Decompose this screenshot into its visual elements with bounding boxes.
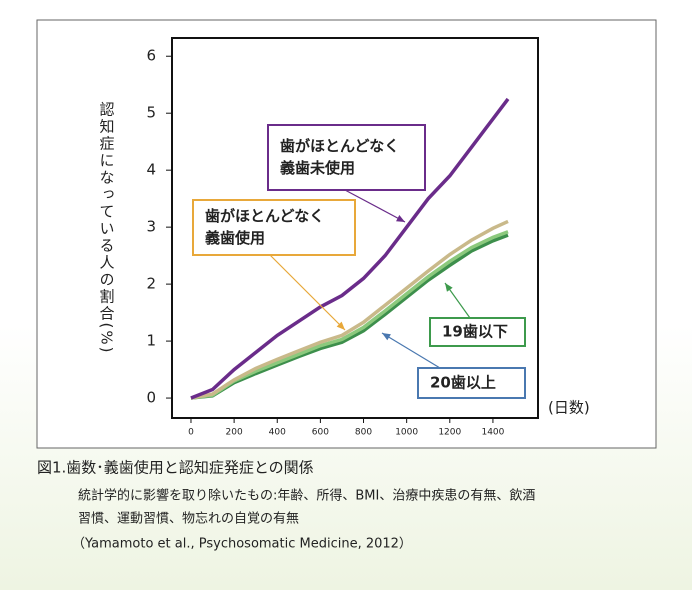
legend-label: 19歯以下 — [442, 323, 508, 341]
x-tick-label: 1000 — [395, 428, 418, 438]
x-tick-label: 1200 — [438, 428, 461, 438]
caption-line: （Yamamoto et al., Psychosomatic Medicine… — [72, 537, 412, 552]
y-axis-label: 認知症になっている人の割合(%) — [98, 102, 116, 355]
plot-frame — [171, 37, 539, 419]
y-tick-label: 3 — [146, 218, 156, 236]
caption-line: 習慣、運動習慣、物忘れの自覚の有無 — [78, 511, 299, 527]
x-tick-label: 400 — [269, 428, 286, 438]
x-tick-label: 600 — [312, 428, 329, 438]
annotation-arrowhead — [396, 215, 405, 222]
x-tick-label: 200 — [226, 428, 243, 438]
y-tick-label: 6 — [146, 47, 156, 65]
series-line — [190, 219, 509, 400]
annotation-box — [192, 199, 356, 256]
legend-label: 20歯以上 — [430, 374, 496, 392]
caption-line: 統計学的に影響を取り除いたもの:年齢、所得、BMI、治療中疾患の有無、飲酒 — [78, 488, 535, 504]
legend-label: 義歯未使用 — [280, 159, 355, 177]
y-tick-label: 1 — [146, 332, 156, 350]
legend-label: 歯がほとんどなく — [205, 207, 324, 225]
y-tick-label: 4 — [146, 161, 156, 179]
series-line — [190, 230, 509, 400]
y-tick-label: 0 — [146, 389, 156, 407]
series-line — [190, 233, 509, 400]
caption-title: 図1.歯数･義歯使用と認知症発症との関係 — [37, 459, 314, 477]
annotation-arrow — [381, 332, 441, 369]
series-line — [190, 97, 510, 400]
x-axis-label: (日数) — [548, 399, 590, 417]
annotation-box — [429, 317, 526, 347]
annotation-arrow — [269, 254, 346, 331]
x-tick-label: 800 — [355, 428, 372, 438]
annotation-arrow — [344, 189, 406, 223]
annotation-arrowhead — [445, 283, 453, 292]
x-tick-label: 1400 — [481, 428, 504, 438]
legend-label: 義歯使用 — [205, 229, 265, 247]
annotation-box — [417, 367, 526, 399]
x-tick-label: 0 — [188, 428, 194, 438]
annotation-arrowhead — [336, 321, 345, 330]
y-tick-label: 2 — [146, 275, 156, 293]
annotation-arrowhead — [382, 333, 391, 341]
y-tick-label: 5 — [146, 104, 156, 122]
annotation-box — [267, 124, 426, 191]
legend-label: 歯がほとんどなく — [280, 137, 399, 155]
